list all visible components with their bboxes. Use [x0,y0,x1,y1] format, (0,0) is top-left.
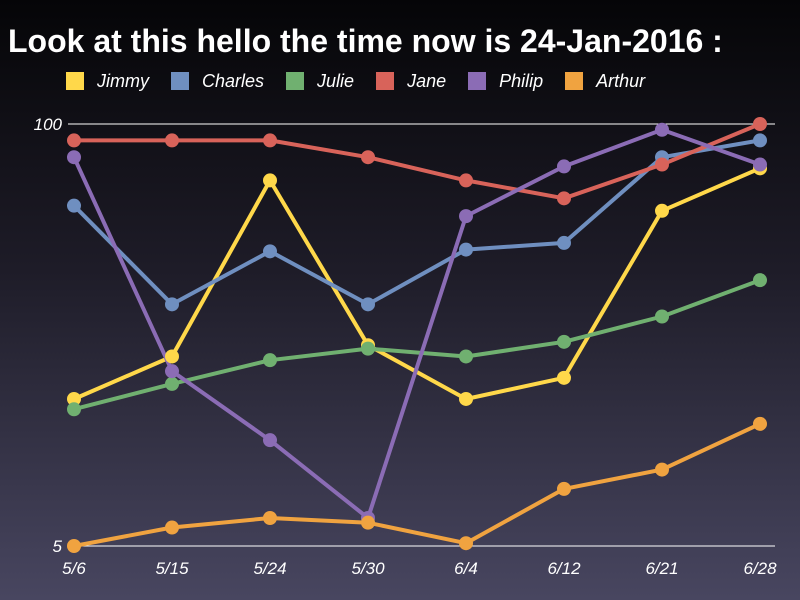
data-point-philip-4 [459,209,473,224]
data-point-philip-7 [753,157,767,172]
data-point-julie-4 [459,349,473,364]
data-point-charles-2 [263,244,277,259]
x-tick-label-5-30: 5/30 [351,559,385,578]
x-tick-label-6-21: 6/21 [645,559,678,578]
legend-label-jimmy: Jimmy [97,70,149,91]
data-point-philip-0 [67,150,81,165]
data-point-charles-3 [361,297,375,312]
data-point-julie-7 [753,273,767,288]
series-line-arthur [73,422,761,548]
x-tick-label-6-12: 6/12 [547,559,581,578]
x-tick-label-5-6: 5/6 [62,559,86,578]
data-point-julie-0 [67,402,81,417]
data-point-julie-5 [557,334,571,349]
legend-item-julie: Julie [286,71,354,92]
data-point-jane-0 [67,133,81,148]
legend-item-charles: Charles [171,71,264,92]
data-point-julie-6 [655,309,669,324]
data-point-jane-3 [361,150,375,165]
y-tick-label-5: 5 [53,537,63,556]
data-point-julie-3 [361,341,375,356]
legend-label-charles: Charles [202,70,265,91]
legend-item-arthur: Arthur [565,71,645,92]
data-point-arthur-4 [459,536,473,551]
data-point-julie-2 [263,353,277,368]
legend-swatch-charles [171,72,189,90]
legend-label-philip: Philip [499,70,544,91]
legend-item-jimmy: Jimmy [66,71,149,92]
series-line-julie [73,278,761,412]
data-point-arthur-3 [361,515,375,530]
data-point-charles-7 [753,133,767,148]
data-point-jane-5 [557,191,571,206]
x-tick-label-6-28: 6/28 [743,559,777,578]
data-point-jimmy-0 [67,391,81,406]
data-point-arthur-5 [557,481,571,496]
legend: Jimmy Charles Julie Jane Philip Arthur [66,68,667,94]
legend-swatch-julie [286,72,305,90]
data-point-philip-5 [557,159,571,174]
data-point-jimmy-6 [655,203,669,218]
data-point-jane-6 [655,157,669,172]
data-point-jimmy-5 [557,370,571,385]
series-line-philip [72,127,761,520]
legend-item-jane: Jane [376,71,446,92]
legend-swatch-philip [468,72,487,90]
data-point-arthur-1 [165,520,179,535]
data-point-arthur-2 [263,510,277,525]
legend-item-philip: Philip [468,71,543,92]
x-tick-label-5-24: 5/24 [253,559,286,578]
legend-swatch-arthur [565,72,584,90]
data-point-jimmy-1 [165,349,179,364]
data-point-philip-2 [263,433,277,448]
legend-label-julie: Julie [317,70,355,91]
data-point-jane-7 [753,117,767,131]
data-point-jimmy-4 [459,391,473,406]
data-point-charles-5 [557,235,571,250]
x-tick-label-6-4: 6/4 [454,559,478,578]
data-point-jimmy-2 [263,173,277,188]
series-line-jane [74,122,761,201]
data-point-arthur-6 [655,462,669,477]
data-point-jane-2 [263,133,277,148]
data-point-arthur-0 [67,539,81,553]
legend-swatch-jane [376,72,395,90]
data-point-jane-1 [165,133,179,148]
legend-swatch-jimmy [66,72,84,90]
data-point-jane-4 [459,173,473,188]
data-point-charles-0 [67,198,81,213]
data-point-julie-1 [165,376,179,391]
legend-label-jane: Jane [407,70,447,91]
data-point-arthur-7 [753,416,767,431]
data-point-philip-1 [165,364,179,379]
data-point-philip-6 [655,122,669,137]
x-tick-label-5-15: 5/15 [155,559,189,578]
legend-label-arthur: Arthur [596,70,646,91]
data-point-charles-1 [165,297,179,312]
y-tick-label-100: 100 [34,115,63,134]
chart-title: Look at this hello the time now is 24-Ja… [8,23,723,59]
data-point-charles-4 [459,242,473,257]
